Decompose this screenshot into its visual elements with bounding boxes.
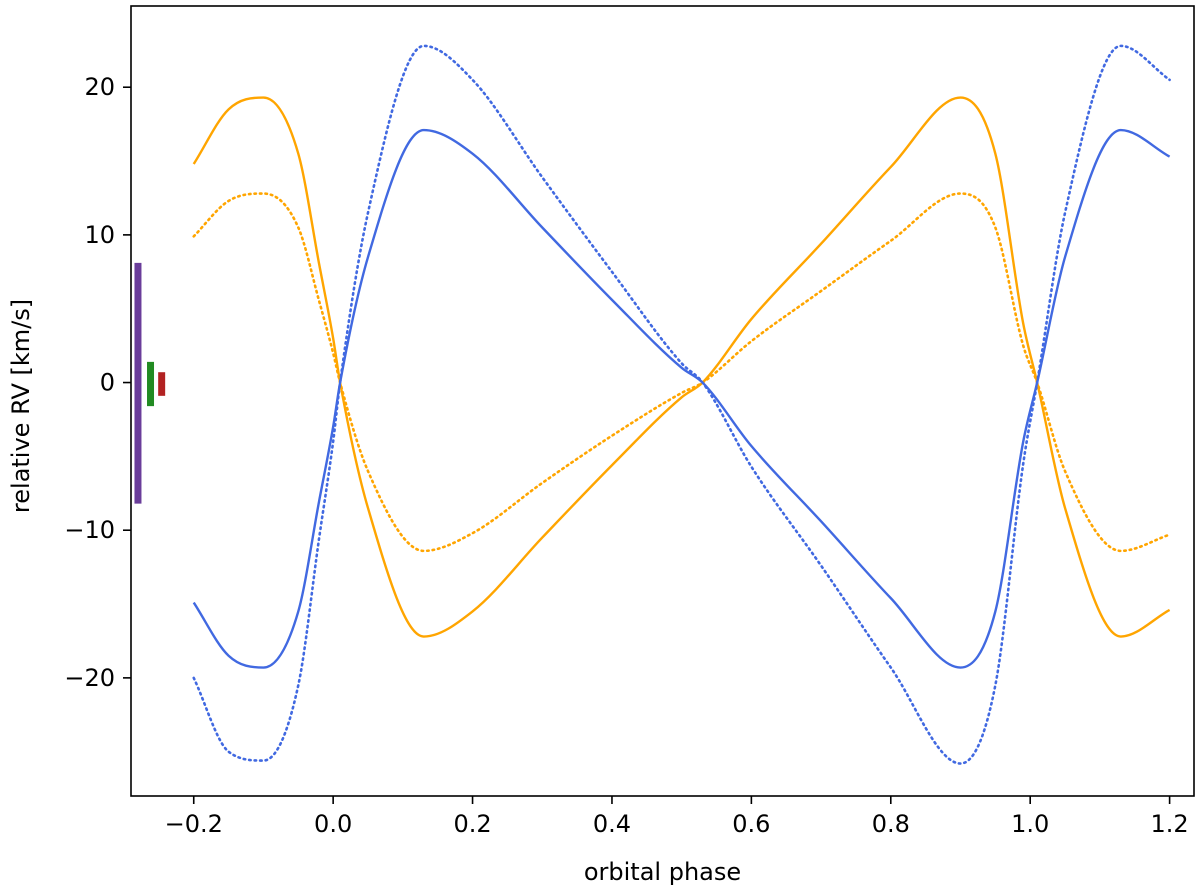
series-line-1-solid xyxy=(192,96,1171,638)
x-tick-label: 1.2 xyxy=(1151,810,1189,838)
x-tick-label: 0.6 xyxy=(732,810,770,838)
plot-area xyxy=(192,44,1171,765)
series-line-2-dotted xyxy=(192,192,1171,553)
x-axis-ticks: −0.2 0.0 0.2 0.4 0.6 0.8 1.0 1.2 xyxy=(165,796,1189,838)
x-axis-label: orbital phase xyxy=(584,858,741,886)
x-tick-label: 0.2 xyxy=(453,810,491,838)
y-axis-label: relative RV [km/s] xyxy=(7,299,35,513)
y-axis-ticks: −20 −10 0 10 20 xyxy=(64,73,131,692)
x-tick-label: −0.2 xyxy=(165,810,223,838)
y-tick-label: 20 xyxy=(84,73,115,101)
series-line-3-solid xyxy=(192,128,1171,669)
y-tick-label: 10 xyxy=(84,221,115,249)
x-tick-label: 1.0 xyxy=(1011,810,1049,838)
axes-frame xyxy=(130,5,1195,797)
y-tick-label: 0 xyxy=(100,369,115,397)
x-tick-label: 0.8 xyxy=(872,810,910,838)
x-tick-label: 0.0 xyxy=(314,810,352,838)
y-tick-label: −20 xyxy=(64,664,115,692)
y-tick-label: −10 xyxy=(64,516,115,544)
series-line-4-dotted xyxy=(192,44,1171,765)
x-tick-label: 0.4 xyxy=(593,810,631,838)
error-bars xyxy=(134,262,166,504)
